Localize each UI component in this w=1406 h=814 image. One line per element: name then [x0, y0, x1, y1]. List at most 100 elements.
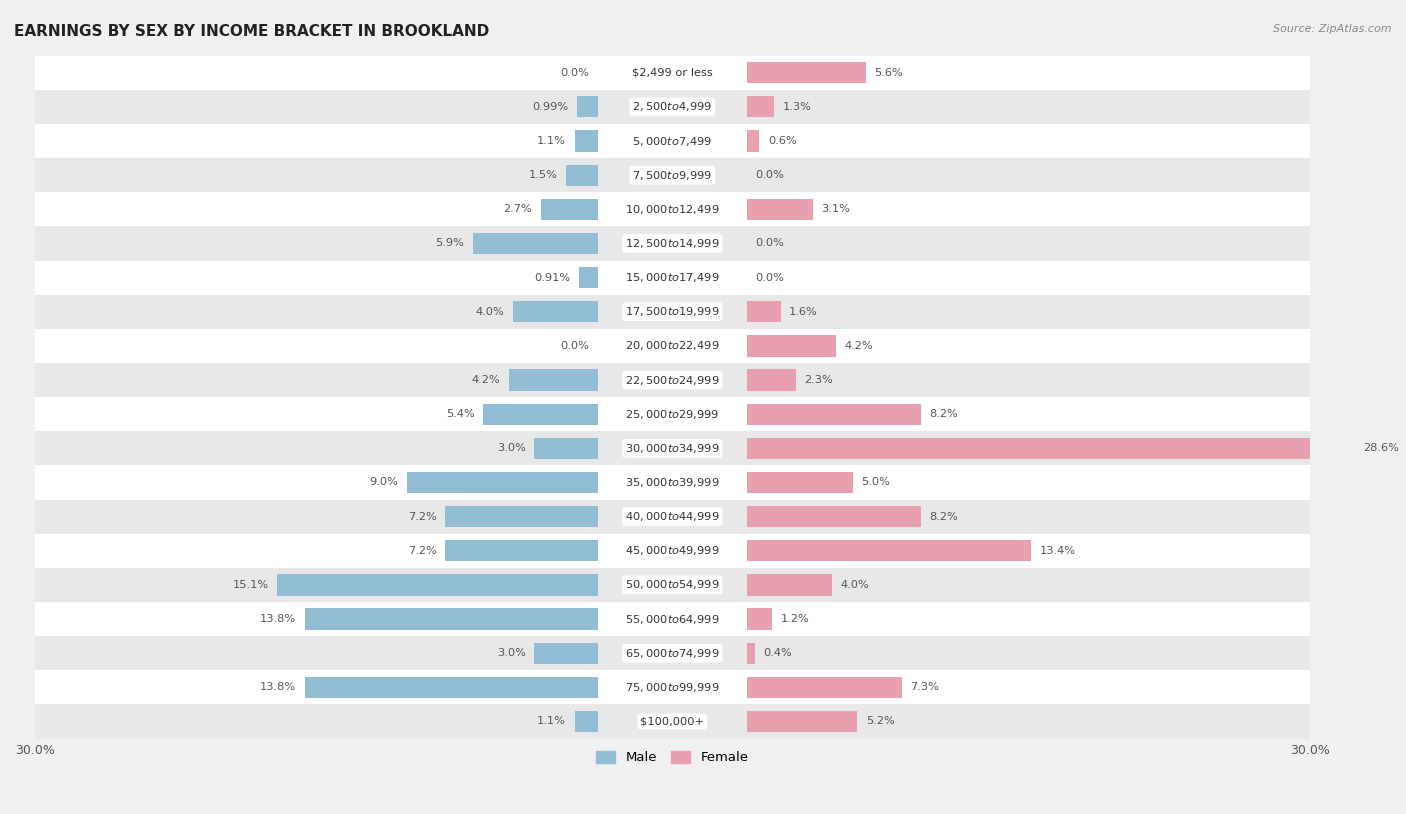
- Text: 0.4%: 0.4%: [763, 648, 793, 659]
- Text: $30,000 to $34,999: $30,000 to $34,999: [626, 442, 720, 455]
- Bar: [513, 301, 598, 322]
- Text: $100,000+: $100,000+: [640, 716, 704, 726]
- Text: $65,000 to $74,999: $65,000 to $74,999: [626, 646, 720, 659]
- Text: 3.1%: 3.1%: [821, 204, 851, 214]
- Text: 0.91%: 0.91%: [534, 273, 571, 282]
- Bar: [35, 260, 1310, 295]
- Text: $7,500 to $9,999: $7,500 to $9,999: [633, 168, 713, 182]
- Text: $40,000 to $44,999: $40,000 to $44,999: [626, 510, 720, 523]
- Bar: [35, 397, 1310, 431]
- Text: 1.1%: 1.1%: [537, 716, 567, 726]
- Text: 7.3%: 7.3%: [910, 682, 939, 693]
- Text: 7.2%: 7.2%: [408, 545, 436, 556]
- Bar: [747, 301, 780, 322]
- Text: 3.0%: 3.0%: [496, 648, 526, 659]
- Bar: [484, 404, 598, 425]
- Text: 0.0%: 0.0%: [755, 273, 785, 282]
- Bar: [35, 55, 1310, 90]
- Bar: [576, 96, 598, 117]
- Bar: [540, 199, 598, 220]
- Bar: [534, 438, 598, 459]
- Bar: [35, 431, 1310, 466]
- Text: 15.1%: 15.1%: [232, 580, 269, 590]
- Text: 0.0%: 0.0%: [561, 68, 589, 78]
- Text: 5.0%: 5.0%: [862, 478, 890, 488]
- Bar: [534, 642, 598, 663]
- Text: 1.3%: 1.3%: [783, 102, 811, 112]
- Bar: [35, 670, 1310, 704]
- Bar: [747, 540, 1032, 562]
- Bar: [509, 370, 598, 391]
- Text: 0.0%: 0.0%: [755, 239, 785, 248]
- Bar: [35, 226, 1310, 260]
- Bar: [35, 90, 1310, 124]
- Bar: [35, 158, 1310, 192]
- Bar: [747, 404, 921, 425]
- Text: 13.4%: 13.4%: [1040, 545, 1076, 556]
- Bar: [35, 500, 1310, 534]
- Text: 4.2%: 4.2%: [471, 375, 501, 385]
- Text: 5.4%: 5.4%: [446, 409, 475, 419]
- Text: $17,500 to $19,999: $17,500 to $19,999: [626, 305, 720, 318]
- Bar: [35, 704, 1310, 738]
- Text: 1.2%: 1.2%: [780, 614, 810, 624]
- Text: $22,500 to $24,999: $22,500 to $24,999: [626, 374, 720, 387]
- Text: 13.8%: 13.8%: [260, 614, 297, 624]
- Bar: [579, 267, 598, 288]
- Text: 0.99%: 0.99%: [533, 102, 568, 112]
- Text: 4.0%: 4.0%: [475, 307, 505, 317]
- Bar: [305, 609, 598, 630]
- Text: Source: ZipAtlas.com: Source: ZipAtlas.com: [1274, 24, 1392, 34]
- Text: 2.7%: 2.7%: [503, 204, 531, 214]
- Text: $2,500 to $4,999: $2,500 to $4,999: [633, 100, 713, 113]
- Bar: [747, 62, 866, 83]
- Bar: [747, 506, 921, 527]
- Text: 8.2%: 8.2%: [929, 512, 957, 522]
- Bar: [35, 192, 1310, 226]
- Bar: [406, 472, 598, 493]
- Text: 9.0%: 9.0%: [370, 478, 398, 488]
- Bar: [747, 609, 772, 630]
- Bar: [444, 506, 598, 527]
- Bar: [35, 602, 1310, 636]
- Bar: [747, 130, 759, 151]
- Text: 1.6%: 1.6%: [789, 307, 818, 317]
- Text: $15,000 to $17,499: $15,000 to $17,499: [626, 271, 720, 284]
- Bar: [472, 233, 598, 254]
- Text: 5.2%: 5.2%: [866, 716, 894, 726]
- Bar: [444, 540, 598, 562]
- Bar: [747, 199, 813, 220]
- Text: $35,000 to $39,999: $35,000 to $39,999: [626, 476, 720, 489]
- Bar: [747, 472, 853, 493]
- Text: $12,500 to $14,999: $12,500 to $14,999: [626, 237, 720, 250]
- Bar: [35, 329, 1310, 363]
- Text: 3.0%: 3.0%: [496, 444, 526, 453]
- Text: 0.0%: 0.0%: [561, 341, 589, 351]
- Text: 4.2%: 4.2%: [845, 341, 873, 351]
- Bar: [747, 96, 775, 117]
- Text: 1.5%: 1.5%: [529, 170, 558, 180]
- Bar: [35, 636, 1310, 670]
- Legend: Male, Female: Male, Female: [591, 746, 754, 769]
- Text: 4.0%: 4.0%: [841, 580, 869, 590]
- Bar: [747, 642, 755, 663]
- Bar: [575, 130, 598, 151]
- Bar: [575, 711, 598, 732]
- Text: 0.6%: 0.6%: [768, 136, 797, 146]
- Text: 13.8%: 13.8%: [260, 682, 297, 693]
- Text: EARNINGS BY SEX BY INCOME BRACKET IN BROOKLAND: EARNINGS BY SEX BY INCOME BRACKET IN BRO…: [14, 24, 489, 39]
- Text: $2,499 or less: $2,499 or less: [631, 68, 713, 78]
- Text: $20,000 to $22,499: $20,000 to $22,499: [626, 339, 720, 352]
- Text: 8.2%: 8.2%: [929, 409, 957, 419]
- Bar: [747, 438, 1354, 459]
- Bar: [747, 711, 858, 732]
- Text: 2.3%: 2.3%: [804, 375, 832, 385]
- Bar: [35, 124, 1310, 158]
- Bar: [35, 568, 1310, 602]
- Bar: [305, 676, 598, 698]
- Text: 0.0%: 0.0%: [755, 170, 785, 180]
- Bar: [35, 363, 1310, 397]
- Text: 28.6%: 28.6%: [1362, 444, 1399, 453]
- Text: 7.2%: 7.2%: [408, 512, 436, 522]
- Bar: [35, 295, 1310, 329]
